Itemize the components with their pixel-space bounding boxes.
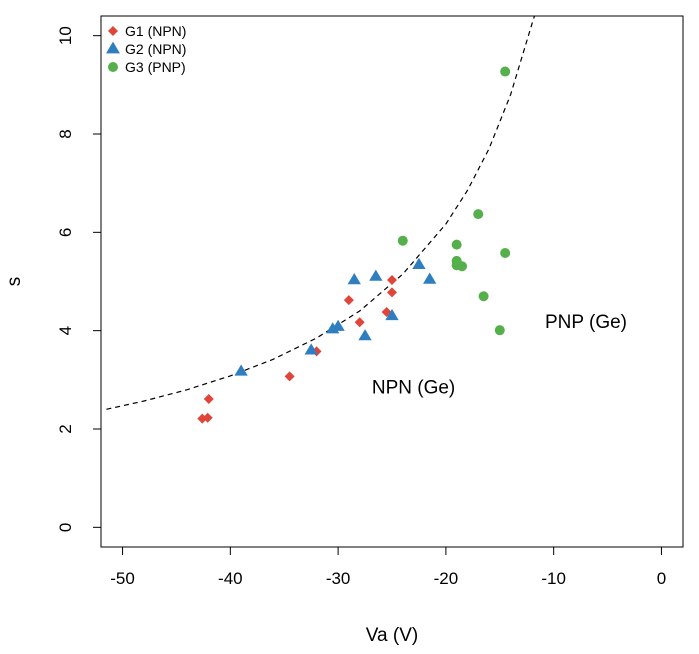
y-tick-label: 2 [56, 424, 75, 433]
legend-swatch [106, 41, 120, 54]
data-point [369, 269, 383, 281]
annotation-label: NPN (Ge) [372, 378, 455, 399]
data-point [423, 272, 437, 284]
y-tick-label: 8 [56, 129, 75, 138]
x-tick-label: -10 [541, 569, 566, 588]
data-point [203, 394, 214, 405]
legend-label: G1 (NPN) [125, 23, 186, 39]
annotation-label: PNP (Ge) [545, 312, 627, 333]
legend: G1 (NPN) G2 (NPN) G3 (PNP) [106, 23, 186, 75]
legend-label: G2 (NPN) [125, 41, 186, 57]
data-point [500, 247, 511, 258]
data-point [304, 343, 318, 355]
fit-curve [106, 16, 536, 410]
data-point [387, 287, 397, 298]
plot-layer: -50 -40 -30 -20 -10 0 0 2 4 6 8 10 Va (V) s NPN (Ge) PN… [4, 15, 684, 646]
x-tick-label: 0 [657, 569, 666, 588]
curve-group [106, 16, 536, 410]
legend-swatch [108, 62, 118, 72]
series-1 [197, 275, 397, 424]
data-point [397, 235, 408, 246]
y-tick-label: 4 [56, 326, 75, 335]
data-point [358, 329, 372, 341]
data-point [354, 317, 365, 328]
x-tick-label: -50 [110, 569, 135, 588]
y-tick-label: 10 [56, 26, 75, 45]
y-axis-title: s [4, 277, 25, 287]
data-point [494, 325, 505, 336]
data-point [284, 371, 295, 382]
data-point [234, 364, 248, 376]
series-3 [397, 66, 511, 336]
data-point [347, 273, 361, 285]
series-2 [234, 257, 437, 376]
x-tick-label: -30 [326, 569, 351, 588]
points-group [197, 66, 511, 424]
y-tick-label: 6 [56, 228, 75, 237]
data-point [385, 308, 399, 321]
data-point [457, 261, 468, 272]
y-tick-label: 0 [56, 523, 75, 532]
data-point [473, 209, 484, 220]
data-point [343, 295, 354, 306]
x-axis-title: Va (V) [366, 625, 418, 646]
legend-label: G3 (PNP) [125, 59, 186, 75]
x-tick-label: -40 [218, 569, 243, 588]
data-point [451, 239, 462, 250]
data-point [387, 275, 397, 286]
data-point [331, 319, 345, 331]
legend-swatch [108, 26, 118, 36]
data-point [500, 66, 511, 77]
data-point [478, 291, 489, 302]
plot-frame [100, 15, 684, 548]
data-point [412, 257, 426, 269]
x-tick-label: -20 [434, 569, 459, 588]
data-point [202, 412, 213, 423]
